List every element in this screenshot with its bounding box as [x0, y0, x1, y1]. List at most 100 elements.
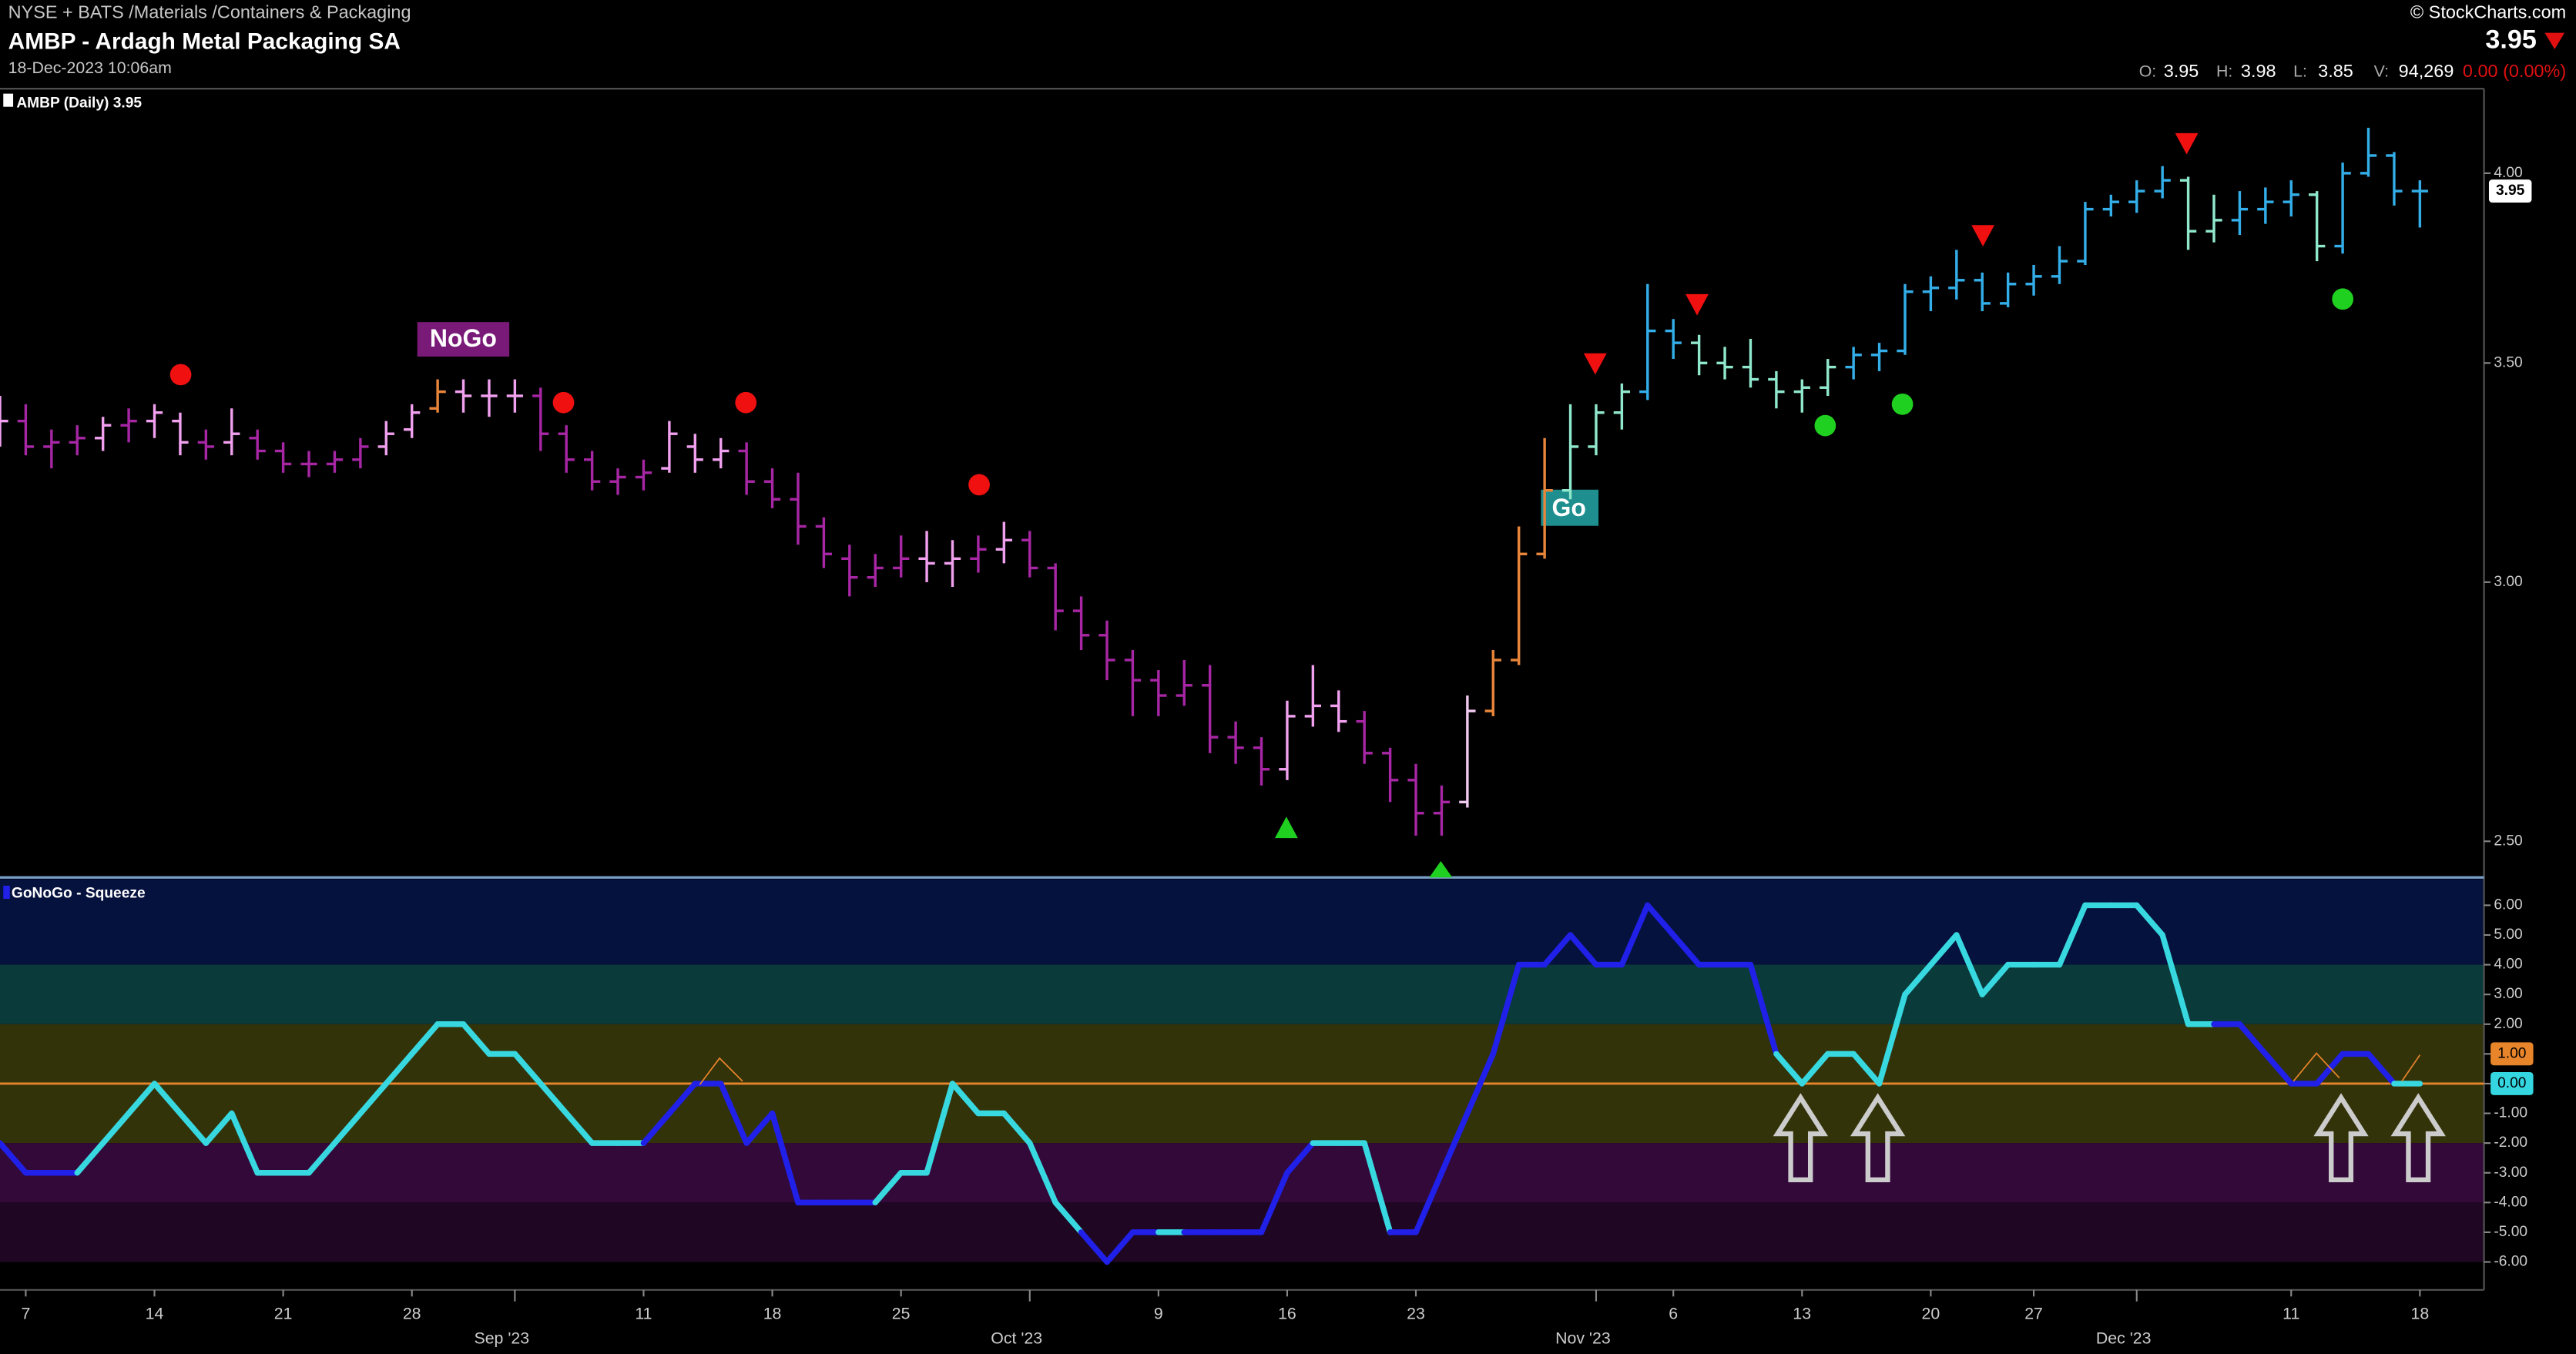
oscillator-segment	[512, 1051, 544, 1087]
zone-band	[0, 1143, 2484, 1203]
oscillator-segment	[1927, 932, 1960, 968]
oscillator-segment	[1902, 961, 1934, 997]
oscillator-segment	[99, 1110, 132, 1146]
value-tag-label: 0.00	[2497, 1075, 2526, 1091]
month-label: Oct '23	[991, 1329, 1042, 1347]
oscillator-segment	[151, 1081, 183, 1117]
x-tick-label: 25	[892, 1304, 911, 1322]
oscillator-segment	[1284, 1140, 1317, 1176]
oscillator-segment	[666, 1081, 699, 1117]
value-tag	[2490, 1072, 2534, 1095]
oscillator-segment	[769, 1110, 801, 1206]
x-tick-label: 23	[1407, 1304, 1425, 1322]
oscillator-segment	[460, 1021, 492, 1057]
oscillator-segment	[1258, 1169, 1290, 1235]
squeeze-hint	[699, 1057, 743, 1085]
quote-label: L:	[2293, 62, 2307, 81]
oscillator-segment	[538, 1081, 569, 1117]
x-tick-label: 9	[1154, 1304, 1163, 1322]
y-tick-label: -5.00	[2494, 1224, 2527, 1240]
y-tick-label: -6.00	[2494, 1254, 2527, 1270]
symbol-name: AMBP - Ardagh Metal Packaging SA	[8, 28, 401, 54]
oscillator-segment	[2236, 1021, 2269, 1057]
x-tick-label: 27	[2024, 1304, 2043, 1322]
down-triangle	[1685, 293, 1709, 316]
zone-band	[0, 964, 2484, 1024]
oscillator-background	[0, 879, 2484, 1262]
oscillator-segment	[331, 1110, 364, 1146]
oscillator-segment	[74, 1140, 106, 1176]
quote-value: 3.98	[2241, 61, 2276, 81]
oscillator-segment	[2134, 902, 2165, 938]
nogo-label: NoGo	[430, 324, 497, 352]
squeeze-hint	[2401, 1054, 2421, 1082]
x-tick-label: 14	[146, 1304, 164, 1322]
oscillator-segment	[408, 1021, 441, 1057]
month-label: Nov '23	[1555, 1329, 1611, 1347]
legend-swatch	[3, 93, 14, 107]
oscillator-segment	[177, 1110, 210, 1146]
date: 18-Dec-2023 10:06am	[8, 59, 172, 77]
exchange: NYSE + BATS /Materials /Containers & Pac…	[8, 2, 411, 22]
brand: © StockCharts.com	[2410, 2, 2566, 22]
quote-value: 3.85	[2318, 61, 2353, 81]
value-tag-label: 1.00	[2497, 1045, 2526, 1061]
quote-value: 3.95	[2164, 61, 2199, 81]
oscillator-segment	[949, 1081, 981, 1117]
y-tick-label: 2.50	[2494, 833, 2522, 849]
nogo-label-box	[417, 322, 510, 357]
squeeze-hint	[2293, 1052, 2340, 1082]
y-tick-label: -2.00	[2494, 1134, 2527, 1151]
up-arrow	[2313, 1093, 2369, 1183]
x-tick-label: 20	[1922, 1304, 1940, 1322]
oscillator-segment	[1027, 1140, 1058, 1206]
quote-row: O: 3.95 H: 3.98 L: 3.85 V: 94,269	[2139, 61, 2454, 81]
oscillator-segment	[1567, 932, 1599, 968]
oscillator-segment	[306, 1140, 338, 1176]
oscillator-segment	[1361, 1140, 1394, 1235]
arrows	[1773, 1093, 2446, 1183]
up-triangle	[1274, 816, 1298, 839]
nogo-dot	[169, 364, 192, 386]
oscillator-segment	[743, 1110, 776, 1146]
oscillator-segment	[1464, 1051, 1497, 1117]
squeeze-hints	[699, 1052, 2421, 1085]
x-tick-label: 16	[1278, 1304, 1296, 1322]
oscillator-segment	[203, 1110, 235, 1146]
quote-value: 94,269	[2399, 61, 2454, 81]
oscillator-segment	[1541, 932, 1574, 968]
oscillator-segment	[1001, 1110, 1033, 1146]
down-triangle	[2175, 132, 2199, 155]
up-arrow	[1773, 1093, 1829, 1183]
legend-swatch	[3, 885, 10, 900]
oscillator-segment	[126, 1081, 158, 1117]
go-dot	[1891, 393, 1914, 415]
oscillator-segment	[1490, 961, 1522, 1057]
month-label: Sep '23	[474, 1329, 529, 1347]
up-triangle	[1429, 860, 1453, 878]
oscillator-segment	[1413, 1169, 1445, 1235]
oscillator-segment	[2262, 1051, 2294, 1087]
x-tick-label: 13	[1793, 1304, 1811, 1322]
oscillator-segment	[640, 1110, 673, 1146]
oscillator-segment	[1104, 1229, 1136, 1265]
down-icon	[2544, 32, 2565, 50]
x-tick-label: 6	[1669, 1304, 1678, 1322]
y-tick-label: -3.00	[2494, 1165, 2527, 1181]
y-tick-label: -4.00	[2494, 1194, 2527, 1210]
month-label: Dec '23	[2096, 1329, 2152, 1347]
oscillator-segment	[1850, 1051, 1883, 1087]
down-triangle	[1971, 225, 1995, 247]
y-tick-label: -1.00	[2494, 1105, 2527, 1121]
oscillator-segment	[872, 1169, 904, 1206]
oscillator-segment	[1670, 932, 1702, 968]
oscillator-segment	[0, 1140, 29, 1176]
last-price-tag	[2488, 179, 2532, 203]
up-arrow	[2390, 1093, 2446, 1183]
last-price-tag-label: 3.95	[2496, 183, 2525, 199]
quote-label: V:	[2374, 62, 2389, 81]
oscillator-segment	[1747, 961, 1779, 1057]
y-tick-label: 4.00	[2494, 165, 2522, 181]
